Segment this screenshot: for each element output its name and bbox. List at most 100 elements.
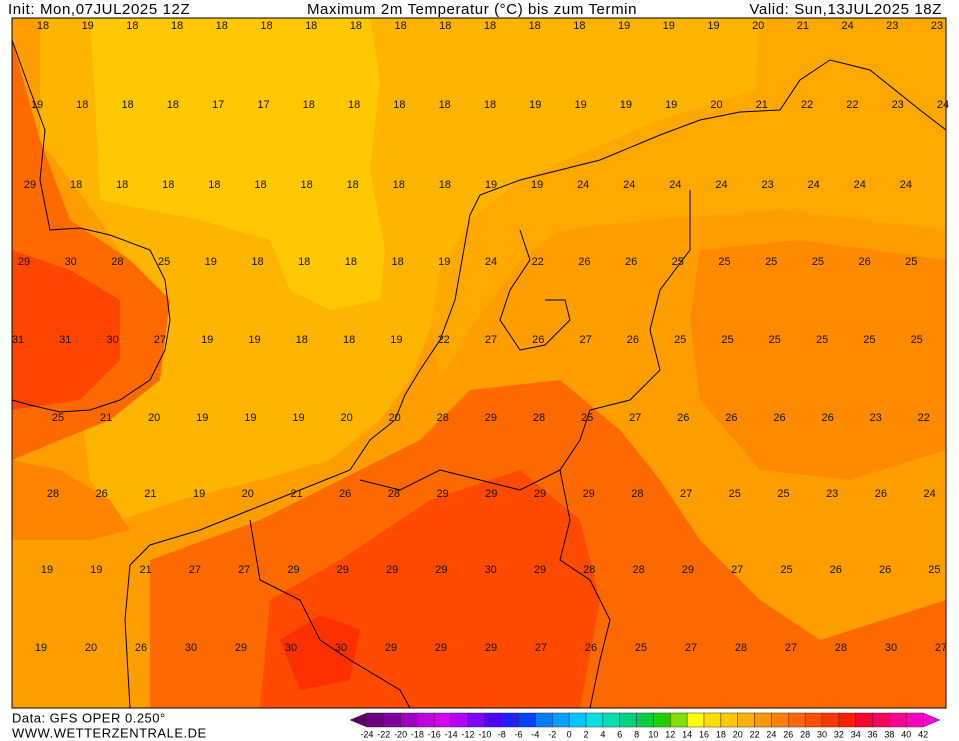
temperature-label: 29 <box>583 488 595 500</box>
temperature-label: 21 <box>797 20 809 32</box>
temperature-label: 18 <box>37 20 49 32</box>
valid-label: Valid: Sun,13JUL2025 18Z <box>749 1 942 18</box>
colorbar-swatch <box>568 712 587 728</box>
temperature-label: 18 <box>393 99 405 111</box>
temperature-label: 24 <box>923 488 935 500</box>
colorbar-label: 24 <box>766 729 776 739</box>
colorbar-swatch <box>737 712 755 728</box>
border-nl-de <box>559 190 691 709</box>
temperature-label: 19 <box>574 99 586 111</box>
colorbar-swatch <box>585 712 604 728</box>
temperature-label: 18 <box>121 99 133 111</box>
coast-north <box>469 59 947 216</box>
temperature-label: 28 <box>583 564 595 576</box>
colorbar-swatch <box>636 712 654 728</box>
temperature-label: 28 <box>533 412 545 424</box>
temperature-label: 27 <box>935 642 947 654</box>
temperature-label: 30 <box>335 642 347 654</box>
temperature-label: 30 <box>885 642 897 654</box>
colorbar-label: -8 <box>498 729 506 739</box>
colorbar-arrow <box>922 712 941 728</box>
temperature-label: 19 <box>663 20 675 32</box>
colorbar-swatch <box>383 712 401 728</box>
temperature-label: 19 <box>531 179 543 191</box>
colorbar-swatch <box>720 712 738 728</box>
colorbar-arrow <box>349 712 368 728</box>
temperature-label: 29 <box>435 642 447 654</box>
temperature-label: 27 <box>189 564 201 576</box>
temperature-label: 18 <box>343 334 355 346</box>
temperature-label: 27 <box>579 334 591 346</box>
temperature-label: 26 <box>830 564 842 576</box>
temperature-label: 20 <box>389 412 401 424</box>
temperature-label: 25 <box>52 412 64 424</box>
temperature-label: 29 <box>682 564 694 576</box>
temperature-label: 18 <box>394 20 406 32</box>
temperature-label: 19 <box>618 20 630 32</box>
colorbar-swatch <box>450 712 469 728</box>
temperature-label: 25 <box>812 256 824 268</box>
coast-england <box>11 39 171 413</box>
temperature-label: 19 <box>90 564 102 576</box>
temperature-label: 26 <box>135 642 147 654</box>
temperature-label: 29 <box>235 642 247 654</box>
colorbar-label: 36 <box>868 729 878 739</box>
colorbar-label: 32 <box>834 729 844 739</box>
temperature-label: 19 <box>41 564 53 576</box>
temperature-label: 24 <box>808 179 820 191</box>
temperature-label: 27 <box>238 564 250 576</box>
colorbar-label: 40 <box>901 729 911 739</box>
temperature-label: 20 <box>340 412 352 424</box>
temperature-label: 28 <box>47 488 59 500</box>
temperature-label: 31 <box>59 334 71 346</box>
temperature-label: 29 <box>337 564 349 576</box>
colorbar-label: 34 <box>851 729 861 739</box>
temperature-label: 30 <box>65 256 77 268</box>
temperature-label: 23 <box>886 20 898 32</box>
coast-continent <box>124 214 471 709</box>
colorbar-label: -14 <box>445 729 458 739</box>
colorbar-label: 10 <box>648 729 658 739</box>
temperature-label: 27 <box>685 642 697 654</box>
temperature-label: 29 <box>24 179 36 191</box>
colorbar-swatch <box>906 712 924 728</box>
temperature-label: 19 <box>35 642 47 654</box>
temperature-label: 19 <box>193 488 205 500</box>
temperature-label: 18 <box>305 20 317 32</box>
temperature-label: 29 <box>18 256 30 268</box>
temperature-label: 25 <box>780 564 792 576</box>
temperature-label: 26 <box>773 412 785 424</box>
temperature-label: 18 <box>484 20 496 32</box>
colorbar-label: -4 <box>531 729 539 739</box>
temperature-label: 19 <box>205 256 217 268</box>
temperature-label: 22 <box>918 412 930 424</box>
colorbar-label: -16 <box>428 729 441 739</box>
field-hot-spot <box>280 615 360 690</box>
temperature-label: 22 <box>438 334 450 346</box>
temperature-label: 24 <box>841 20 853 32</box>
temperature-label: 27 <box>680 488 692 500</box>
temperature-label: 18 <box>260 20 272 32</box>
temperature-label: 25 <box>674 334 686 346</box>
temperature-label: 27 <box>154 334 166 346</box>
temperature-label: 29 <box>436 488 448 500</box>
field-deep-red-west <box>12 250 120 410</box>
temperature-label: 17 <box>257 99 269 111</box>
temperature-label: 24 <box>715 179 727 191</box>
data-source: Data: GFS OPER 0.250° <box>12 710 166 725</box>
colorbar-swatch <box>400 712 418 728</box>
temperature-label: 24 <box>937 99 949 111</box>
temperature-label: 20 <box>242 488 254 500</box>
temperature-label: 30 <box>185 642 197 654</box>
temperature-label: 26 <box>627 334 639 346</box>
init-label: Init: Mon,07JUL2025 12Z <box>8 1 190 18</box>
temperature-label: 18 <box>254 179 266 191</box>
colorbar-swatch <box>518 712 536 728</box>
field-orange-east <box>690 240 946 480</box>
temperature-label: 29 <box>385 642 397 654</box>
temperature-label: 18 <box>439 99 451 111</box>
temperature-label: 26 <box>879 564 891 576</box>
temperature-label: 29 <box>485 642 497 654</box>
temperature-label: 25 <box>765 256 777 268</box>
